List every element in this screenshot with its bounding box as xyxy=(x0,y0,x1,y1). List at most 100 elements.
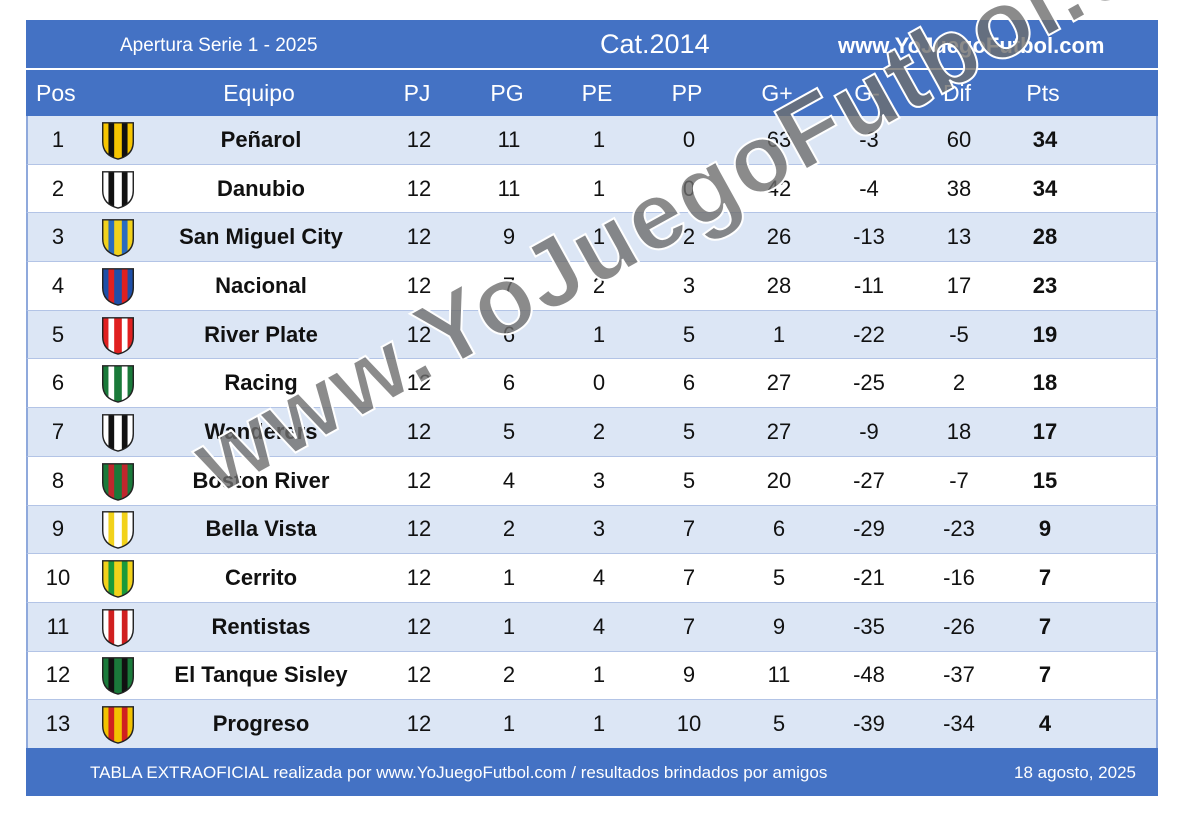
site-url: www.YoJuegoFutbol.com xyxy=(838,33,1105,58)
stat-pj: 12 xyxy=(406,418,432,444)
stat-gc: -3 xyxy=(859,126,879,152)
col-dif: Dif xyxy=(942,79,972,106)
logo-cell xyxy=(88,606,148,648)
stat-pj: 12 xyxy=(406,516,432,542)
position-cell: 6 xyxy=(51,370,65,396)
stat-gc: -13 xyxy=(853,224,885,250)
rentistas-crest-icon xyxy=(102,608,134,647)
footer-bar: TABLA EXTRAOFICIAL realizada por www.YoJ… xyxy=(26,748,1158,796)
stat-gf: 5 xyxy=(772,565,786,591)
stat-gf: 26 xyxy=(766,224,792,250)
table-row: 4 Nacional 12 7 2 3 28 -11 17 23 xyxy=(26,262,1158,311)
stat-dif: -5 xyxy=(949,321,969,347)
stat-dif: 60 xyxy=(946,126,972,152)
table-row: 10 Cerrito 12 1 4 7 5 -21 -16 7 xyxy=(26,554,1158,603)
logo-cell xyxy=(88,460,148,502)
position-cell: 12 xyxy=(45,662,71,688)
stat-pg: 2 xyxy=(502,662,516,688)
footer-note: TABLA EXTRAOFICIAL realizada por www.YoJ… xyxy=(90,763,828,782)
table-body: 1 Peñarol 12 11 1 0 63 -3 60 34 2 Danubio 12 11 1 0 42 -4… xyxy=(26,116,1158,749)
points-cell: 34 xyxy=(1032,175,1058,201)
col-pj: PJ xyxy=(403,79,431,106)
cerrito-crest-icon xyxy=(102,560,134,598)
logo-cell xyxy=(88,168,148,210)
stat-gc: -48 xyxy=(853,662,885,688)
stat-gc: -35 xyxy=(853,613,885,639)
stat-pe: 3 xyxy=(592,467,606,493)
position-cell: 7 xyxy=(51,418,65,444)
col-team: Equipo xyxy=(223,79,295,106)
position-cell: 2 xyxy=(51,175,65,201)
stat-gf: 1 xyxy=(772,321,786,347)
stat-gf: 42 xyxy=(766,175,792,201)
danubio-crest-icon xyxy=(102,170,134,209)
stat-pg: 7 xyxy=(502,272,516,298)
stat-gf: 6 xyxy=(772,516,786,542)
boston-river-crest-icon xyxy=(102,462,134,501)
stat-pj: 12 xyxy=(406,370,432,396)
logo-cell xyxy=(88,557,148,599)
position-cell: 5 xyxy=(51,321,65,347)
stat-gf: 63 xyxy=(766,126,792,152)
penarol-crest-icon xyxy=(102,121,134,160)
stat-pp: 5 xyxy=(682,321,696,347)
stat-pp: 5 xyxy=(682,418,696,444)
stat-pp: 9 xyxy=(682,662,696,688)
stat-dif: -26 xyxy=(943,613,975,639)
table-row: 9 Bella Vista 12 2 3 7 6 -29 -23 9 xyxy=(26,505,1158,555)
stat-pg: 1 xyxy=(502,711,516,737)
stat-pj: 12 xyxy=(406,711,432,737)
stat-pg: 6 xyxy=(502,321,516,347)
san-miguel-crest-icon xyxy=(102,219,134,258)
points-cell: 19 xyxy=(1032,321,1058,347)
stat-pe: 1 xyxy=(592,711,606,737)
team-name: Nacional xyxy=(215,272,307,298)
stat-gc: -21 xyxy=(853,565,885,591)
racing-crest-icon xyxy=(102,365,134,404)
stat-pg: 11 xyxy=(497,126,521,152)
table-row: 3 San Miguel City 12 9 1 2 26 -13 13 28 xyxy=(26,213,1158,263)
stat-dif: 13 xyxy=(946,224,972,250)
stat-pe: 3 xyxy=(592,516,606,542)
footer-date: 18 agosto, 2025 xyxy=(1014,763,1136,782)
stat-pg: 2 xyxy=(502,516,516,542)
team-name: River Plate xyxy=(204,321,318,347)
stat-dif: -16 xyxy=(943,565,975,591)
logo-cell xyxy=(88,703,148,745)
stat-pg: 4 xyxy=(502,467,516,493)
stat-dif: 18 xyxy=(946,418,972,444)
stat-gc: -27 xyxy=(853,467,885,493)
stat-gf: 28 xyxy=(766,272,792,298)
tournament-title: Apertura Serie 1 - 2025 xyxy=(120,35,318,56)
stat-pe: 1 xyxy=(592,175,606,201)
stat-gf: 5 xyxy=(772,711,786,737)
stat-pp: 0 xyxy=(682,175,696,201)
stat-gc: -22 xyxy=(853,321,885,347)
stat-dif: 2 xyxy=(952,370,966,396)
points-cell: 7 xyxy=(1038,613,1052,639)
stat-gf: 27 xyxy=(766,370,792,396)
stat-dif: -23 xyxy=(943,516,975,542)
points-cell: 4 xyxy=(1038,711,1052,737)
table-row: 6 Racing 12 6 0 6 27 -25 2 18 xyxy=(26,359,1158,409)
column-header-row: Pos Equipo PJ PG PE PP G+ G- Dif Pts xyxy=(26,70,1158,116)
stat-gf: 11 xyxy=(767,662,791,688)
stat-pj: 12 xyxy=(406,126,432,152)
position-cell: 4 xyxy=(51,272,65,298)
table-row: 1 Peñarol 12 11 1 0 63 -3 60 34 xyxy=(26,116,1158,165)
team-name: Boston River xyxy=(192,467,330,493)
table-row: 13 Progreso 12 1 1 10 5 -39 -34 4 xyxy=(26,700,1158,749)
stat-pg: 9 xyxy=(502,224,516,250)
position-cell: 10 xyxy=(45,565,71,591)
stat-pg: 1 xyxy=(502,565,516,591)
nacional-crest-icon xyxy=(102,268,134,306)
position-cell: 11 xyxy=(46,613,70,639)
stat-pe: 0 xyxy=(592,370,606,396)
col-pts: Pts xyxy=(1026,79,1060,106)
table-row: 12 El Tanque Sisley 12 2 1 9 11 -48 -37 7 xyxy=(26,651,1158,701)
table-row: 11 Rentistas 12 1 4 7 9 -35 -26 7 xyxy=(26,602,1158,652)
stat-dif: -34 xyxy=(943,711,975,737)
stat-pp: 6 xyxy=(682,370,696,396)
stat-pe: 4 xyxy=(592,565,606,591)
stat-pj: 12 xyxy=(406,565,432,591)
